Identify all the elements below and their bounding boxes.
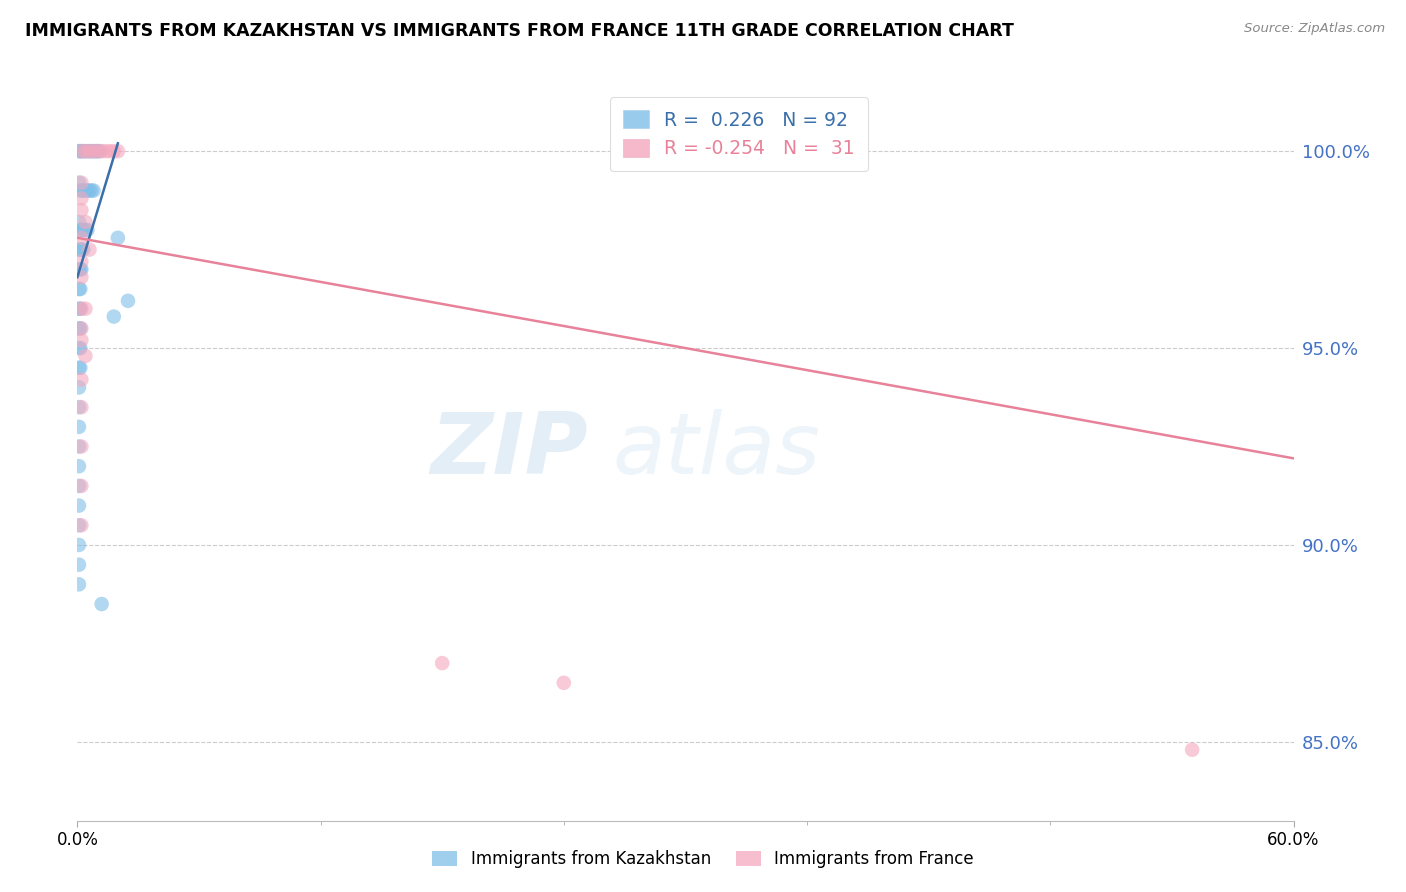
Point — [67, 262, 90, 277]
Point — [72, 243, 94, 257]
Point — [72, 184, 94, 198]
Point — [70, 254, 93, 268]
Point — [72, 144, 94, 158]
Point — [75, 215, 97, 229]
Point — [67, 243, 90, 257]
Point — [67, 558, 90, 572]
Point — [67, 400, 90, 414]
Point — [69, 223, 91, 237]
Point — [67, 499, 90, 513]
Point — [75, 223, 97, 237]
Point — [90, 597, 112, 611]
Point — [103, 144, 125, 158]
Point — [76, 184, 98, 198]
Point — [75, 144, 97, 158]
Text: ZIP: ZIP — [430, 409, 588, 492]
Point — [69, 243, 91, 257]
Point — [70, 262, 93, 277]
Point — [76, 144, 98, 158]
Point — [84, 144, 107, 158]
Point — [75, 349, 97, 363]
Point — [70, 191, 93, 205]
Point — [75, 301, 97, 316]
Point — [70, 333, 93, 347]
Point — [70, 518, 93, 533]
Point — [67, 144, 90, 158]
Point — [79, 144, 101, 158]
Point — [80, 144, 103, 158]
Point — [67, 420, 90, 434]
Point — [67, 459, 90, 474]
Point — [70, 231, 93, 245]
Legend: R =  0.226   N = 92, R = -0.254   N =  31: R = 0.226 N = 92, R = -0.254 N = 31 — [610, 97, 868, 171]
Point — [70, 321, 93, 335]
Point — [69, 301, 91, 316]
Point — [67, 176, 90, 190]
Point — [75, 144, 97, 158]
Point — [72, 223, 94, 237]
Point — [98, 144, 121, 158]
Point — [70, 184, 93, 198]
Point — [79, 184, 101, 198]
Point — [80, 184, 103, 198]
Point — [70, 373, 93, 387]
Point — [83, 144, 105, 158]
Point — [67, 479, 90, 493]
Point — [70, 176, 93, 190]
Point — [83, 144, 105, 158]
Point — [67, 440, 90, 454]
Point — [86, 144, 108, 158]
Point — [94, 144, 117, 158]
Point — [67, 321, 90, 335]
Point — [70, 400, 93, 414]
Point — [67, 341, 90, 355]
Point — [70, 270, 93, 285]
Point — [67, 282, 90, 296]
Point — [86, 144, 108, 158]
Point — [69, 184, 91, 198]
Point — [67, 360, 90, 375]
Point — [69, 282, 91, 296]
Point — [89, 144, 111, 158]
Text: Source: ZipAtlas.com: Source: ZipAtlas.com — [1244, 22, 1385, 36]
Point — [70, 479, 93, 493]
Legend: Immigrants from Kazakhstan, Immigrants from France: Immigrants from Kazakhstan, Immigrants f… — [423, 842, 983, 877]
Point — [107, 144, 129, 158]
Point — [75, 184, 97, 198]
Point — [76, 223, 98, 237]
Point — [117, 293, 139, 308]
Point — [70, 440, 93, 454]
Point — [79, 144, 101, 158]
Point — [69, 360, 91, 375]
Point — [67, 577, 90, 591]
Point — [430, 656, 453, 670]
Point — [70, 144, 93, 158]
Point — [67, 538, 90, 552]
Point — [70, 203, 93, 218]
Point — [69, 144, 91, 158]
Point — [1181, 743, 1204, 757]
Point — [83, 184, 105, 198]
Point — [107, 231, 129, 245]
Point — [67, 301, 90, 316]
Point — [553, 675, 575, 690]
Point — [69, 341, 91, 355]
Point — [67, 215, 90, 229]
Point — [69, 321, 91, 335]
Text: atlas: atlas — [613, 409, 821, 492]
Point — [70, 243, 93, 257]
Point — [70, 301, 93, 316]
Point — [70, 223, 93, 237]
Point — [79, 243, 101, 257]
Point — [67, 518, 90, 533]
Point — [103, 310, 125, 324]
Point — [90, 144, 112, 158]
Point — [70, 144, 93, 158]
Point — [69, 262, 91, 277]
Point — [67, 380, 90, 394]
Text: IMMIGRANTS FROM KAZAKHSTAN VS IMMIGRANTS FROM FRANCE 11TH GRADE CORRELATION CHAR: IMMIGRANTS FROM KAZAKHSTAN VS IMMIGRANTS… — [25, 22, 1014, 40]
